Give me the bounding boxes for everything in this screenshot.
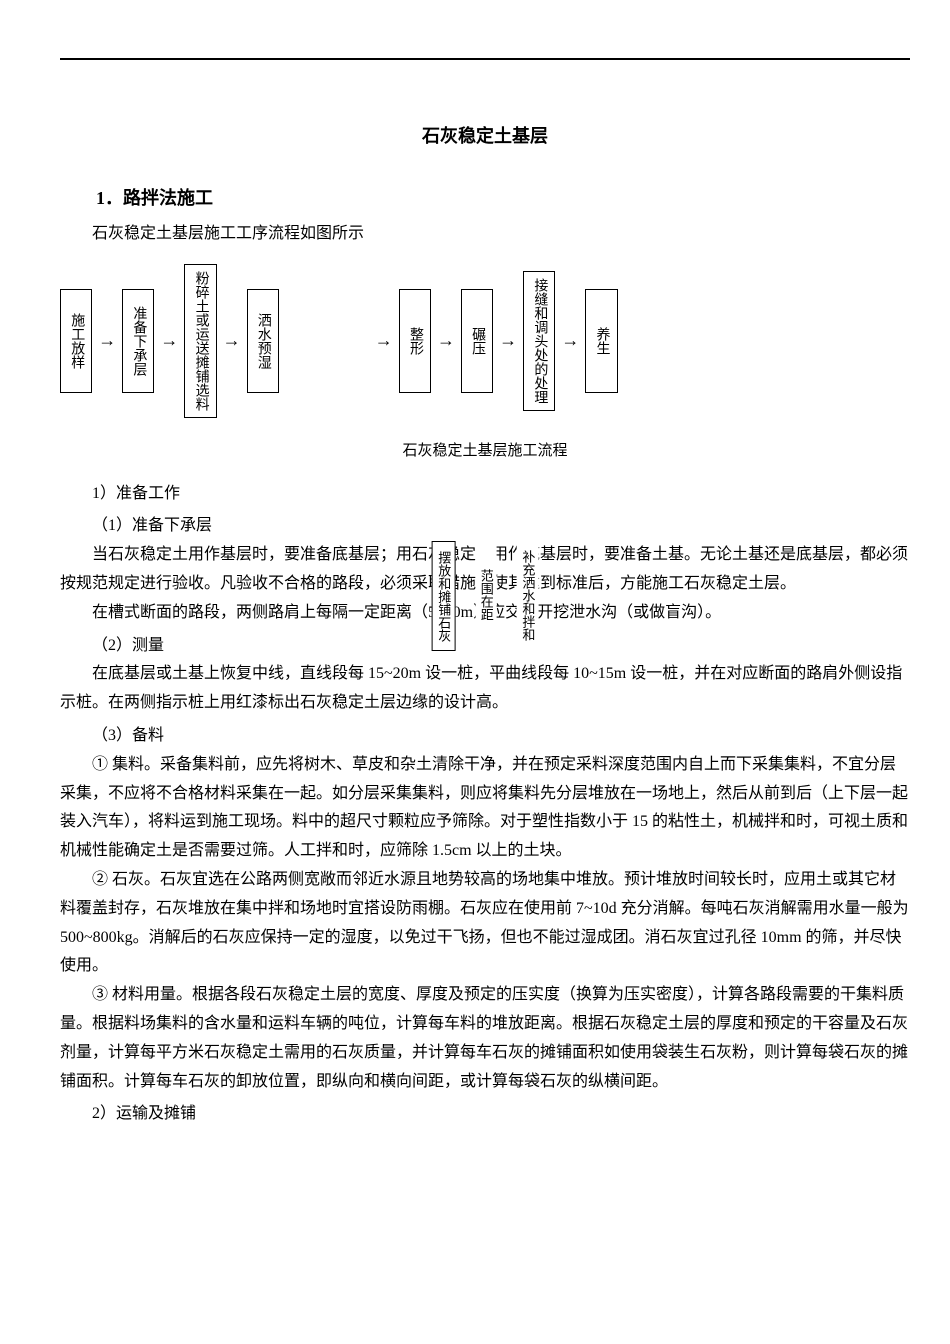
flow-caption: 石灰稳定土基层施工流程	[60, 438, 910, 465]
heading-transport: 2）运输及摊铺	[60, 1100, 910, 1129]
heading-prep: 1）准备工作	[60, 480, 910, 509]
flow-box-5: 整形	[399, 289, 431, 393]
top-rule	[60, 58, 910, 60]
flow-box-6: 碾压	[461, 289, 493, 393]
flow-box-8: 养生	[585, 289, 617, 393]
arrow-icon: →	[497, 324, 519, 356]
arrow-icon: →	[221, 324, 243, 356]
para-prep-1a: 当石灰稳定土用作基层时，要准备底基层；用石灰稳定土用作底基层时，要准备土基。无论…	[60, 541, 910, 599]
section-1-heading: 1．路拌法施工	[60, 182, 910, 214]
arrow-icon: →	[435, 324, 457, 356]
flow-box-2: 准备下承层	[122, 289, 154, 393]
arrow-icon: →	[559, 324, 581, 356]
flow-box-1: 施工放样	[60, 289, 92, 393]
para-prep-3c: ③ 材料用量。根据各段石灰稳定土层的宽度、厚度及预定的压实度（换算为压实密度），…	[60, 981, 910, 1096]
flow-box-3: 粉碎土或运送摊铺选料	[184, 264, 216, 418]
flow-box-7: 接缝和调头处的处理	[523, 271, 555, 411]
heading-prep-3: （3）备料	[60, 722, 910, 751]
page-title: 石灰稳定土基层	[60, 120, 910, 152]
para-prep-2: 在底基层或土基上恢复中线，直线段每 15~20m 设一桩，平曲线段每 10~15…	[60, 660, 910, 718]
flow-diagram: 施工放样 → 准备下承层 → 粉碎土或运送摊铺选料 → 洒水预湿 → 整形 → …	[60, 264, 910, 418]
para-prep-3a: ① 集料。采备集料前，应先将树木、草皮和杂土清除干净，并在预定采料深度范围内自上…	[60, 751, 910, 866]
arrow-icon: →	[96, 324, 118, 356]
heading-prep-1: （1）准备下承层	[60, 512, 910, 541]
para-prep-1b: 在槽式断面的路段，两侧路肩上每隔一定距离（5~10m）应交错开挖泄水沟（或做盲沟…	[60, 599, 910, 628]
arrow-icon: →	[373, 324, 395, 356]
arrow-icon: →	[158, 324, 180, 356]
para-prep-3b: ② 石灰。石灰宜选在公路两侧宽敞而邻近水源且地势较高的场地集中堆放。预计堆放时间…	[60, 866, 910, 981]
overlap-section: 摆放和摊铺石灰 范围在距 补充洒水和拌和 当石灰稳定土用作基层时，要准备底基层；…	[60, 541, 910, 627]
heading-prep-2: （2）测量	[60, 632, 910, 661]
section-1-intro: 石灰稳定土基层施工工序流程如图所示	[60, 220, 910, 249]
flow-box-4: 洒水预湿	[247, 289, 279, 393]
